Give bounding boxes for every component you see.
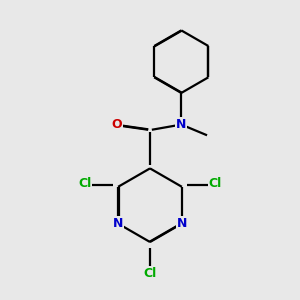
Text: N: N bbox=[113, 217, 123, 230]
Text: Cl: Cl bbox=[78, 177, 92, 190]
Text: N: N bbox=[177, 217, 187, 230]
Text: Cl: Cl bbox=[208, 177, 222, 190]
Text: Cl: Cl bbox=[143, 267, 157, 280]
Text: O: O bbox=[112, 118, 122, 131]
Text: N: N bbox=[176, 118, 187, 131]
